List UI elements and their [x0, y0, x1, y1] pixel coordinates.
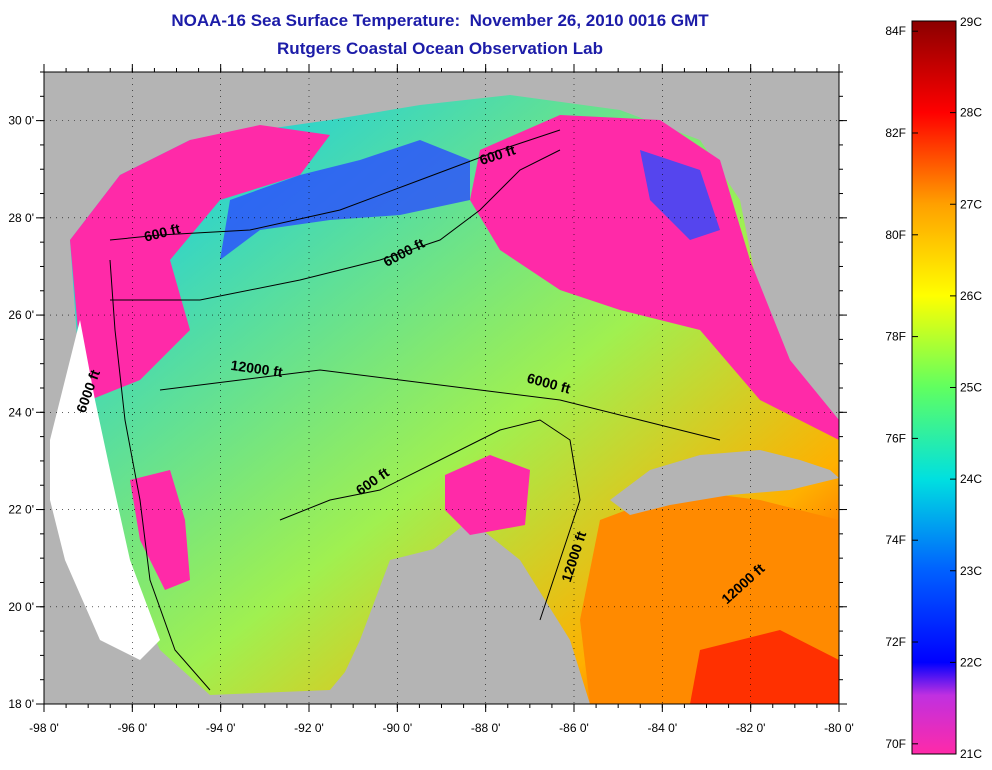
cuba-land — [610, 450, 839, 515]
lon-tick-label: -90 0' — [383, 721, 413, 735]
colorbar-c-label: 29C — [960, 15, 982, 29]
lon-tick-label: -84 0' — [648, 721, 678, 735]
florida-land — [760, 72, 839, 380]
colorbar-c-label: 28C — [960, 106, 982, 120]
colorbar-f-label: 70F — [885, 737, 906, 751]
colorbar-f-label: 78F — [885, 330, 906, 344]
lon-tick-label: -92 0' — [294, 721, 324, 735]
lat-tick-label: 28 0' — [8, 211, 34, 225]
colorbar-f-label: 84F — [885, 24, 906, 38]
lat-tick-label: 18 0' — [8, 697, 34, 711]
colorbar-f-label: 74F — [885, 533, 906, 547]
cold-coastal-band — [220, 140, 470, 260]
cold-florida-band — [640, 150, 720, 240]
lon-tick-label: -82 0' — [736, 721, 766, 735]
lat-tick-label: 22 0' — [8, 503, 34, 517]
yucatan-land — [330, 545, 560, 704]
colorbar-c-label: 25C — [960, 381, 982, 395]
colorbar-ticks: 84F 82F 80F 78F 76F 74F 72F 70F 29C 28C 27C 26C 25C 2… — [885, 15, 982, 761]
colorbar-f-label: 72F — [885, 635, 906, 649]
depth-contour-label: 12000 ft — [230, 357, 284, 380]
colorbar-f-label: 82F — [885, 126, 906, 140]
map-ticks: -98 0' -96 0' -94 0' -92 0' -90 0' -88 0' -86 … — [8, 64, 854, 735]
lat-tick-label: 30 0' — [8, 114, 34, 128]
lat-tick-label: 20 0' — [8, 600, 34, 614]
cloud-mask-east — [470, 115, 839, 440]
map-subtitle: Rutgers Coastal Ocean Observation Lab — [277, 39, 603, 58]
warm-core — [690, 630, 839, 704]
lat-tick-label: 24 0' — [8, 405, 34, 419]
shelf-white — [50, 320, 160, 660]
graticule — [44, 72, 839, 704]
lon-tick-label: -86 0' — [559, 721, 589, 735]
contour-yucatan — [279, 419, 581, 621]
colorbar-c-label: 27C — [960, 197, 982, 211]
colorbar-c-label: 23C — [960, 564, 982, 578]
contour-deep — [110, 149, 561, 301]
colorbar-c-label: 26C — [960, 289, 982, 303]
lat-tick-label: 26 0' — [8, 308, 34, 322]
colorbar-f-label: 80F — [885, 228, 906, 242]
contour-west — [109, 259, 211, 691]
lon-tick-label: -96 0' — [118, 721, 148, 735]
contour-abyssal — [159, 369, 721, 441]
map-title: NOAA-16 Sea Surface Temperature: Novembe… — [171, 11, 709, 30]
cloud-mask-west — [130, 470, 190, 590]
colorbar-c-label: 22C — [960, 655, 982, 669]
lon-tick-label: -98 0' — [29, 721, 59, 735]
cloud-mask-yucatan — [445, 455, 530, 535]
colorbar-c-label: 21C — [960, 747, 982, 761]
lon-tick-label: -94 0' — [206, 721, 236, 735]
contour-shelf — [109, 129, 561, 241]
colorbar-f-label: 76F — [885, 431, 906, 445]
cloud-mask-north — [70, 125, 330, 400]
colorbar — [911, 20, 957, 755]
colorbar-c-label: 24C — [960, 472, 982, 486]
map-area — [44, 72, 839, 704]
lon-tick-label: -88 0' — [471, 721, 501, 735]
lon-tick-label: -80 0' — [824, 721, 854, 735]
